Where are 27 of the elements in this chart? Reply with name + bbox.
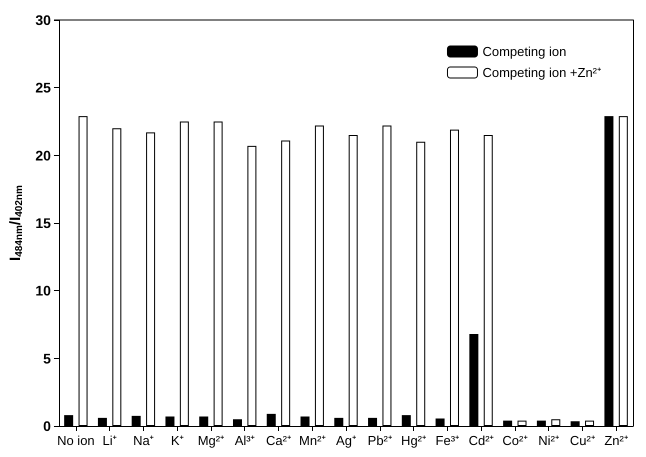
x-tick-label: Ag⁺ <box>336 433 356 448</box>
y-tick-label: 20 <box>35 147 52 164</box>
x-tick-label: Mg²⁺ <box>198 433 224 448</box>
x-tick-label: Li⁺ <box>102 433 117 448</box>
y-tick-label: 10 <box>35 282 52 299</box>
x-tick-label: Cu²⁺ <box>570 433 595 448</box>
x-tick-label: Pb²⁺ <box>368 433 392 448</box>
x-tick-label: Na⁺ <box>133 433 154 448</box>
x-tick-label: Mn²⁺ <box>299 433 326 448</box>
x-tick-label: Zn²⁺ <box>604 433 628 448</box>
y-tick-label: 5 <box>43 350 52 366</box>
x-tick-label: Cd²⁺ <box>468 433 494 448</box>
legend-label: Competing ion <box>482 44 566 59</box>
y-tick-label: 15 <box>35 215 52 231</box>
y-tick-label: 0 <box>43 418 52 434</box>
x-tick-label: Co²⁺ <box>502 433 528 448</box>
y-tick-label: 30 <box>35 12 52 28</box>
x-tick-label: No ion <box>57 433 95 448</box>
x-tick-label: Ca²⁺ <box>266 433 291 448</box>
x-tick-label: Ni²⁺ <box>538 433 559 448</box>
y-axis-title: I484nm/I402nm <box>7 184 25 261</box>
x-tick-label: K⁺ <box>170 433 184 448</box>
y-tick-label: 25 <box>35 80 52 96</box>
x-tick-label: Fe³⁺ <box>436 433 460 448</box>
x-tick-label: Al³⁺ <box>234 433 255 448</box>
legend-label: Competing ion +Zn²⁺ <box>482 65 601 80</box>
x-tick-label: Hg²⁺ <box>401 433 426 448</box>
